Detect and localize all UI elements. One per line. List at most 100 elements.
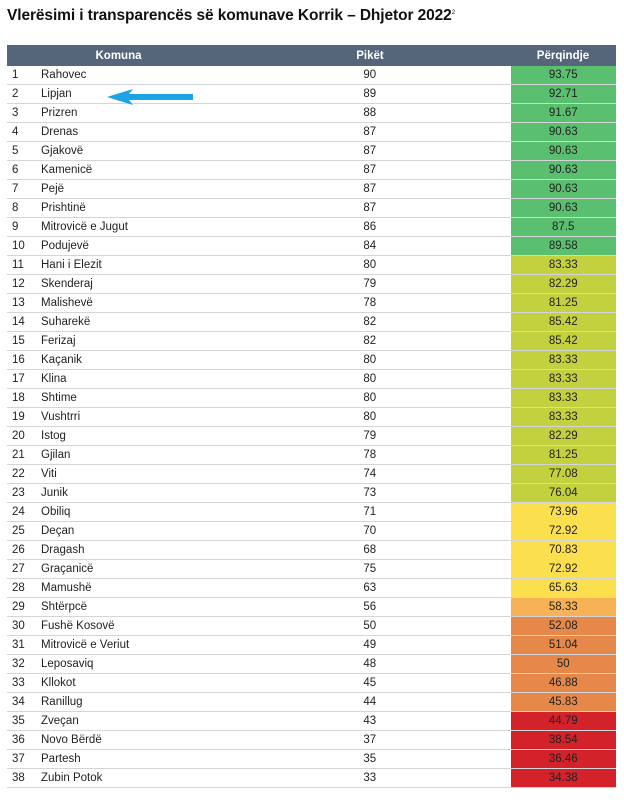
table-row: 9 Mitrovicë e Jugut 86 87.5 <box>7 217 616 237</box>
points-cell: 63 <box>230 578 510 598</box>
table-row: 11 Hani i Elezit 80 83.33 <box>7 255 616 275</box>
points-cell: 80 <box>230 350 510 370</box>
percent-cell: 92.71 <box>509 84 616 104</box>
table-row: 24 Obiliq 71 73.96 <box>7 502 616 522</box>
rank-cell: 13 <box>7 293 35 313</box>
title-text: Vlerësimi i transparencës së komunave Ko… <box>7 7 452 24</box>
percent-cell: 34.38 <box>509 768 616 788</box>
points-cell: 80 <box>230 369 510 389</box>
rank-cell: 28 <box>7 578 35 598</box>
municipality-cell: Gjakovë <box>35 141 230 161</box>
percent-cell: 90.63 <box>509 122 616 142</box>
table-row: 37 Partesh 35 36.46 <box>7 749 616 769</box>
municipality-cell: Malishevë <box>35 293 230 313</box>
rank-cell: 2 <box>7 84 35 104</box>
municipality-cell: Pejë <box>35 179 230 199</box>
rank-cell: 21 <box>7 445 35 465</box>
points-cell: 37 <box>230 730 510 750</box>
percent-cell: 65.63 <box>509 578 616 598</box>
percent-cell: 82.29 <box>509 274 616 294</box>
rank-cell: 31 <box>7 635 35 655</box>
points-cell: 50 <box>230 616 510 636</box>
percent-cell: 90.63 <box>509 160 616 180</box>
table-row: 10 Podujevë 84 89.58 <box>7 236 616 256</box>
percent-cell: 72.92 <box>509 521 616 541</box>
points-cell: 71 <box>230 502 510 522</box>
rank-cell: 11 <box>7 255 35 275</box>
points-cell: 48 <box>230 654 510 674</box>
table-row: 32 Leposaviq 48 50 <box>7 654 616 674</box>
points-cell: 45 <box>230 673 510 693</box>
percent-cell: 44.79 <box>509 711 616 731</box>
municipality-cell: Partesh <box>35 749 230 769</box>
rank-cell: 16 <box>7 350 35 370</box>
percent-cell: 89.58 <box>509 236 616 256</box>
municipality-cell: Ranillug <box>35 692 230 712</box>
rank-cell: 36 <box>7 730 35 750</box>
municipality-cell: Drenas <box>35 122 230 142</box>
percent-cell: 76.04 <box>509 483 616 503</box>
percent-cell: 81.25 <box>509 293 616 313</box>
municipality-cell: Skenderaj <box>35 274 230 294</box>
municipality-cell: Obiliq <box>35 502 230 522</box>
municipality-cell: Podujevë <box>35 236 230 256</box>
table-row: 15 Ferizaj 82 85.42 <box>7 331 616 351</box>
rank-cell: 29 <box>7 597 35 617</box>
points-cell: 80 <box>230 388 510 408</box>
percent-cell: 83.33 <box>509 255 616 275</box>
points-cell: 86 <box>230 217 510 237</box>
header-perqindje: Përqindje <box>510 45 616 66</box>
percent-cell: 90.63 <box>509 198 616 218</box>
points-cell: 87 <box>230 198 510 218</box>
percent-cell: 73.96 <box>509 502 616 522</box>
municipality-cell: Fushë Kosovë <box>35 616 230 636</box>
percent-cell: 90.63 <box>509 141 616 161</box>
points-cell: 82 <box>230 331 510 351</box>
percent-cell: 50 <box>509 654 616 674</box>
rank-cell: 6 <box>7 160 35 180</box>
rank-cell: 34 <box>7 692 35 712</box>
table-row: 35 Zveçan 43 44.79 <box>7 711 616 731</box>
points-cell: 80 <box>230 255 510 275</box>
percent-cell: 52.08 <box>509 616 616 636</box>
rank-cell: 15 <box>7 331 35 351</box>
percent-cell: 91.67 <box>509 103 616 123</box>
percent-cell: 45.83 <box>509 692 616 712</box>
header-komuna: Komuna <box>7 45 230 66</box>
table-row: 29 Shtërpcë 56 58.33 <box>7 597 616 617</box>
municipality-cell: Mitrovicë e Veriut <box>35 635 230 655</box>
municipality-cell: Kamenicë <box>35 160 230 180</box>
points-cell: 43 <box>230 711 510 731</box>
municipality-cell: Klina <box>35 369 230 389</box>
municipality-cell: Prizren <box>35 103 230 123</box>
table-row: 8 Prishtinë 87 90.63 <box>7 198 616 218</box>
rank-cell: 12 <box>7 274 35 294</box>
points-cell: 87 <box>230 141 510 161</box>
table-row: 27 Graçanicë 75 72.92 <box>7 559 616 579</box>
rank-cell: 38 <box>7 768 35 788</box>
rank-cell: 20 <box>7 426 35 446</box>
table-row: 28 Mamushë 63 65.63 <box>7 578 616 598</box>
points-cell: 49 <box>230 635 510 655</box>
table-row: 22 Viti 74 77.08 <box>7 464 616 484</box>
rank-cell: 14 <box>7 312 35 332</box>
municipality-cell: Leposaviq <box>35 654 230 674</box>
page-title: Vlerësimi i transparencës së komunave Ko… <box>7 7 455 25</box>
municipality-cell: Shtime <box>35 388 230 408</box>
rank-cell: 4 <box>7 122 35 142</box>
table-row: 20 Istog 79 82.29 <box>7 426 616 446</box>
percent-cell: 72.92 <box>509 559 616 579</box>
points-cell: 33 <box>230 768 510 788</box>
table-row: 19 Vushtrri 80 83.33 <box>7 407 616 427</box>
percent-cell: 58.33 <box>509 597 616 617</box>
table-row: 1 Rahovec 90 93.75 <box>7 66 616 85</box>
points-cell: 79 <box>230 426 510 446</box>
percent-cell: 83.33 <box>509 350 616 370</box>
rank-cell: 30 <box>7 616 35 636</box>
table-row: 34 Ranillug 44 45.83 <box>7 692 616 712</box>
points-cell: 88 <box>230 103 510 123</box>
points-cell: 79 <box>230 274 510 294</box>
percent-cell: 51.04 <box>509 635 616 655</box>
points-cell: 84 <box>230 236 510 256</box>
municipality-cell: Prishtinë <box>35 198 230 218</box>
